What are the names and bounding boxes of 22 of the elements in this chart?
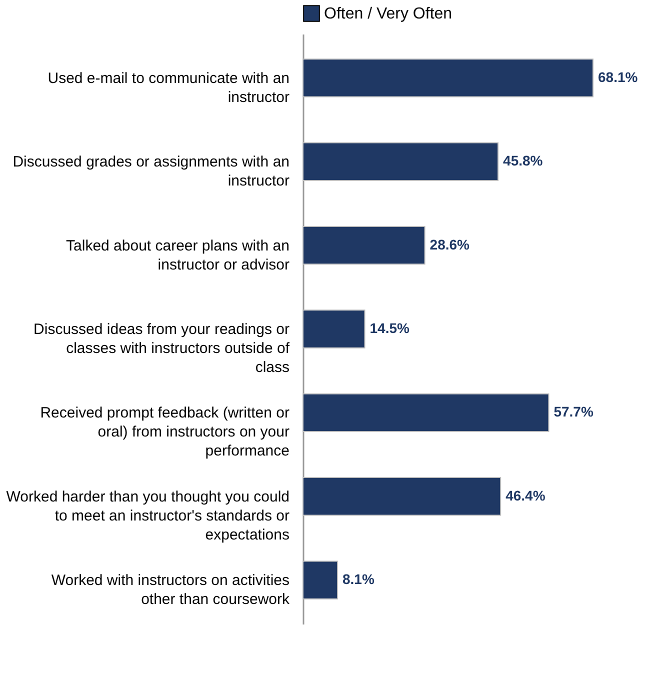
y-tick-label: Discussed ideas from your readings or classes with instructors outside of class [34,321,290,376]
y-tick-label: Discussed grades or assignments with an instructor [12,154,290,190]
bar [302,560,338,600]
data-label: 57.7% [554,404,594,420]
data-label: 8.1% [342,571,375,588]
bar [302,310,366,348]
y-tick-label: Worked harder than you thought you could to meet an instructor's standards or expectations [6,488,290,544]
data-label: 14.5% [370,320,410,336]
data-label: 28.6% [430,236,470,252]
data-label: 45.8% [503,152,544,169]
bar [302,58,594,98]
bar [302,226,426,265]
bar [302,142,499,181]
bar [302,477,502,516]
y-tick-label: Worked with instructors on activities other than coursework [51,572,290,608]
data-label: 68.1% [598,68,638,85]
bar [302,393,550,432]
legend-label: Often / Very Often [324,6,452,22]
y-tick-label: Used e-mail to communicate with an instructor [48,70,290,106]
data-label: 46.4% [506,487,546,504]
y-tick-label: Talked about career plans with an instructor or advisor [66,237,290,274]
y-tick-label: Received prompt feedback (written or oral) from instructors on your performance [40,404,290,460]
